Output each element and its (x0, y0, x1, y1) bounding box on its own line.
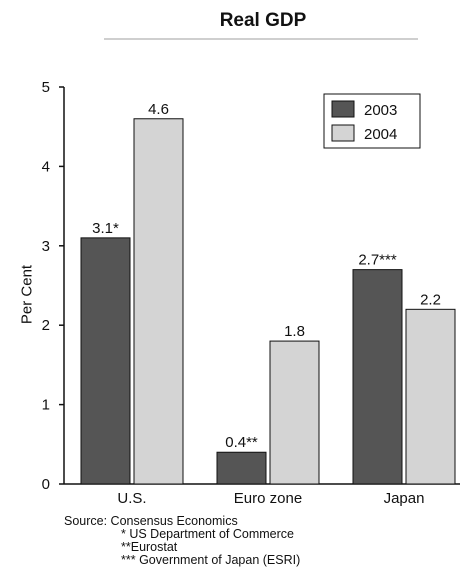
source-notes: Source: Consensus Economics * US Departm… (64, 515, 300, 567)
bar-data-label: 2.2 (420, 291, 441, 308)
footnote-us: * US Department of Commerce (121, 527, 294, 541)
bar-2003-2 (352, 269, 403, 485)
legend-label: 2004 (364, 126, 397, 143)
bar-2004-0 (133, 118, 184, 485)
bar-data-label: 2.7*** (358, 252, 397, 269)
legend-swatch (331, 124, 355, 142)
legend-label: 2003 (364, 102, 397, 119)
x-tick-label: Euro zone (234, 490, 302, 507)
y-tick-label: 5 (42, 79, 50, 96)
footnote-japan: *** Government of Japan (ESRI) (121, 553, 301, 567)
chart-title: Real GDP (219, 10, 307, 31)
y-tick-label: 1 (42, 397, 50, 414)
title-underline (104, 38, 418, 40)
bar-data-label: 1.8 (284, 323, 305, 340)
legend-swatch (331, 100, 355, 118)
bar-data-label: 3.1* (92, 220, 119, 237)
y-tick-label: 0 (42, 476, 50, 493)
bar-data-label: 4.6 (148, 101, 169, 118)
bar-data-label: 0.4** (225, 434, 258, 451)
x-tick-label: Japan (384, 490, 425, 507)
bar-2004-1 (269, 340, 320, 485)
y-tick-label: 4 (42, 158, 50, 175)
bar-2003-1 (216, 451, 267, 485)
source-line: Source: Consensus Economics (64, 514, 238, 528)
y-tick-label: 3 (42, 238, 50, 255)
bar-2003-0 (80, 237, 131, 485)
y-tick-label: 2 (42, 317, 50, 334)
bar-2004-2 (405, 308, 456, 485)
x-tick-label: U.S. (117, 490, 146, 507)
footnote-euro: **Eurostat (121, 540, 178, 554)
